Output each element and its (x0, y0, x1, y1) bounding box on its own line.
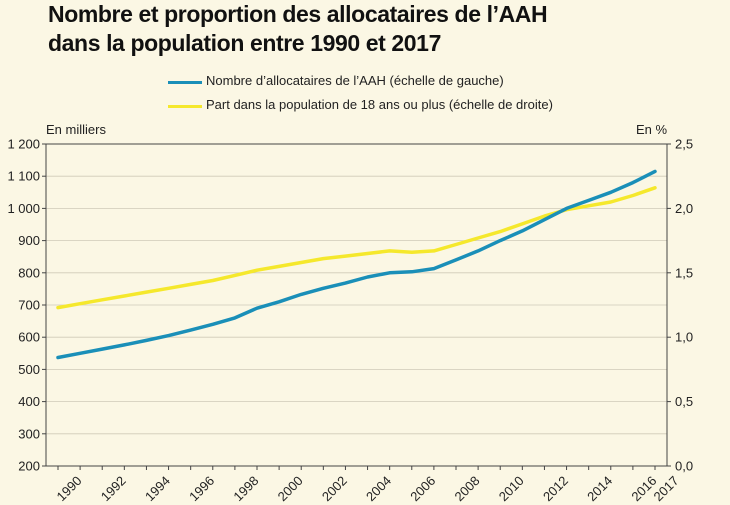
x-axis-tick-label: 2004 (363, 473, 394, 504)
left-axis-tick-label: 1 200 (7, 137, 40, 152)
x-axis-tick-label: 2017 (651, 473, 682, 504)
x-axis-tick-label: 1994 (142, 473, 173, 504)
left-axis-tick-label: 500 (18, 362, 40, 377)
x-axis-tick-label: 2012 (540, 473, 571, 504)
x-axis-tick-label: 2002 (319, 473, 350, 504)
right-axis-tick-label: 0,5 (675, 394, 693, 409)
chart-title-line-2: dans la population entre 1990 et 2017 (48, 30, 441, 56)
gridlines (46, 143, 667, 467)
x-axis-tick-label: 1990 (54, 473, 85, 504)
left-axis-tick-label: 800 (18, 265, 40, 280)
left-axis-tick-label: 400 (18, 394, 40, 409)
x-axis-tick-label: 2014 (584, 473, 615, 504)
left-axis-tick-label: 700 (18, 298, 40, 313)
left-axis-tick-label: 300 (18, 426, 40, 441)
x-axis-tick-label: 2008 (452, 473, 483, 504)
right-axis-unit-label: En % (636, 122, 668, 137)
left-axis-tick-label: 600 (18, 330, 40, 345)
left-axis-tick-label: 900 (18, 233, 40, 248)
left-axis-tick-label: 200 (18, 459, 40, 474)
x-axis-tick-label: 1992 (98, 473, 129, 504)
x-axis-tick-label: 1998 (230, 473, 261, 504)
x-axis-tick-label: 1996 (186, 473, 217, 504)
left-axis-tick-label: 1 100 (7, 169, 40, 184)
chart-title: Nombre et proportion des allocataires de… (48, 0, 548, 58)
right-axis-tick-label: 0,0 (675, 459, 693, 474)
right-axis-tick-label: 1,0 (675, 330, 693, 345)
x-axis-ticks: 1990 1992 1994 1996 1998 2000 2002 2004 2006 2008… (54, 466, 682, 504)
left-axis-unit-label: En milliers (46, 122, 106, 137)
right-axis-tick-label: 2,5 (675, 137, 693, 152)
right-axis-tick-label: 2,0 (675, 201, 693, 216)
legend-label-share: Part dans la population de 18 ans ou plu… (206, 97, 553, 112)
legend-swatch-count (168, 81, 202, 84)
series-line-share (56, 186, 657, 310)
x-axis-tick-label: 2010 (496, 473, 527, 504)
chart-title-line-1: Nombre et proportion des allocataires de… (48, 1, 548, 27)
series-lines (56, 169, 657, 360)
legend-swatch-share (168, 105, 202, 108)
legend-label-count: Nombre d’allocataires de l’AAH (échelle … (206, 73, 504, 88)
left-axis-ticks: 200 300 400 500 600 700 800 900 1 000 1 100 1 200 (7, 137, 46, 474)
right-axis-ticks: 0,0 0,5 1,0 1,5 2,0 2,5 (667, 137, 693, 474)
series-line-count (56, 169, 657, 360)
left-axis-tick-label: 1 000 (7, 201, 40, 216)
right-axis-tick-label: 1,5 (675, 265, 693, 280)
x-axis-tick-label: 2000 (275, 473, 306, 504)
x-axis-tick-label: 2006 (407, 473, 438, 504)
